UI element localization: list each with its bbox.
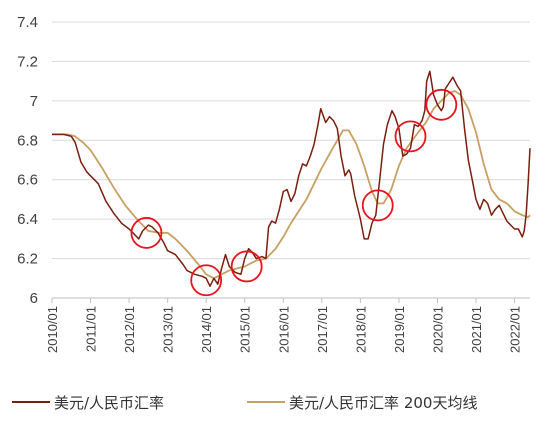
x-tick-label: 2022/01: [508, 306, 523, 353]
x-tick-label: 2014/01: [199, 306, 214, 353]
x-tick-label: 2010/01: [45, 306, 60, 353]
x-tick-label: 2011/01: [84, 306, 99, 352]
series-group: [52, 70, 531, 287]
legend-label-ma200: 美元/人民币汇率 200天均线: [289, 393, 478, 412]
y-tick-label: 6: [30, 290, 38, 307]
legend-swatch-ma200: [247, 401, 285, 403]
y-tick-label: 7.2: [17, 53, 38, 70]
x-tick-label: 2013/01: [161, 306, 176, 353]
y-tick-label: 6.6: [17, 172, 38, 189]
y-axis-ticks: 6 6.2 6.4 6.6 6.8 7 7.2 7.4: [17, 14, 38, 307]
x-tick-label: 2019/01: [392, 306, 407, 353]
legend-item-ma200: 美元/人民币汇率 200天均线: [247, 392, 477, 412]
x-tick-label: 2020/01: [430, 306, 445, 353]
annotation-circle: [361, 189, 394, 222]
x-tick-label: 2016/01: [276, 306, 291, 353]
series-line-ma200: [52, 90, 531, 280]
y-tick-label: 7: [30, 93, 38, 110]
annotation-circle: [230, 250, 263, 283]
annotation-circle: [190, 264, 223, 297]
y-tick-label: 6.8: [17, 132, 38, 149]
x-tick-label: 2015/01: [238, 306, 253, 353]
legend-item-spot: 美元/人民币汇率: [12, 392, 164, 412]
annotation-circle: [130, 217, 163, 249]
legend-label-spot: 美元/人民币汇率: [54, 393, 165, 412]
x-tick-label: 2021/01: [469, 306, 484, 353]
y-tick-label: 6.4: [17, 211, 38, 228]
x-tick-label: 2018/01: [353, 306, 368, 353]
annotation-circle: [425, 88, 458, 121]
series-line-spot: [52, 70, 531, 287]
grid-lines: [52, 21, 530, 260]
y-tick-label: 7.4: [17, 14, 38, 31]
y-tick-label: 6.2: [17, 251, 38, 268]
x-tick-label: 2017/01: [315, 306, 330, 353]
x-axis-ticks: 2010/01 2011/01 2012/01 2013/01 2014/01 2015/…: [45, 298, 523, 353]
legend-swatch-spot: [12, 401, 50, 403]
annotation-circles: [130, 88, 458, 297]
annotation-circle: [394, 120, 427, 153]
x-tick-label: 2012/01: [122, 306, 137, 353]
